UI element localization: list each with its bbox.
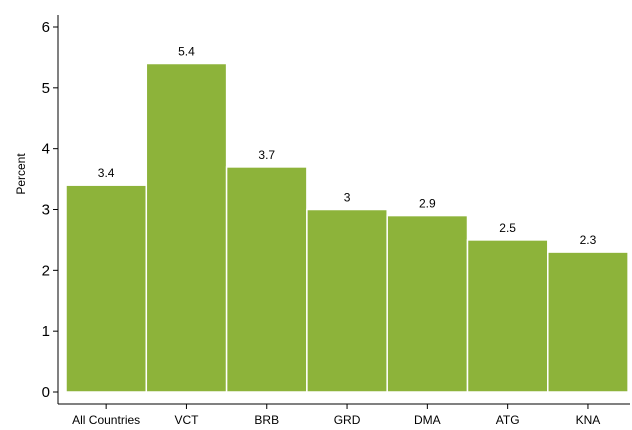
data-label-all-countries: 3.4: [98, 166, 115, 180]
bar-grd: [306, 208, 388, 393]
x-tick-label: BRB: [254, 413, 279, 427]
y-tick-label: 2: [42, 262, 50, 279]
bar-all-countries: [65, 184, 148, 393]
data-label-vct: 5.4: [178, 45, 195, 59]
x-tick-label: VCT: [174, 413, 199, 427]
bars-group: [65, 62, 629, 393]
x-tick-label: ATG: [496, 413, 520, 427]
bar-dma: [386, 214, 469, 393]
data-label-dma: 2.9: [419, 197, 436, 211]
data-label-kna: 2.3: [580, 233, 597, 247]
data-label-brb: 3.7: [258, 148, 275, 162]
x-tick-label: DMA: [414, 413, 441, 427]
x-tick-label: All Countries: [72, 413, 140, 427]
y-tick-label: 0: [42, 384, 50, 401]
bar-atg: [466, 239, 549, 393]
bar-kna: [547, 251, 629, 393]
bar-brb: [225, 166, 308, 393]
y-tick-label: 5: [42, 80, 50, 97]
y-tick-label: 1: [42, 323, 50, 340]
x-tick-label: GRD: [334, 413, 361, 427]
data-labels-group: 3.4 5.4 3.7 3 2.9 2.5 2.3: [98, 45, 597, 248]
x-tick-label: KNA: [576, 413, 601, 427]
x-axis: All Countries VCT BRB GRD DMA ATG KNA: [58, 403, 630, 427]
data-label-atg: 2.5: [499, 221, 516, 235]
y-tick-label: 6: [42, 19, 50, 36]
bar-vct: [145, 62, 228, 393]
y-axis-title: Percent: [14, 153, 28, 195]
y-tick-label: 4: [42, 141, 50, 158]
y-tick-label: 3: [42, 202, 50, 219]
y-axis: 0 1 2 3 4 5 6: [42, 15, 59, 404]
data-label-grd: 3: [344, 191, 351, 205]
